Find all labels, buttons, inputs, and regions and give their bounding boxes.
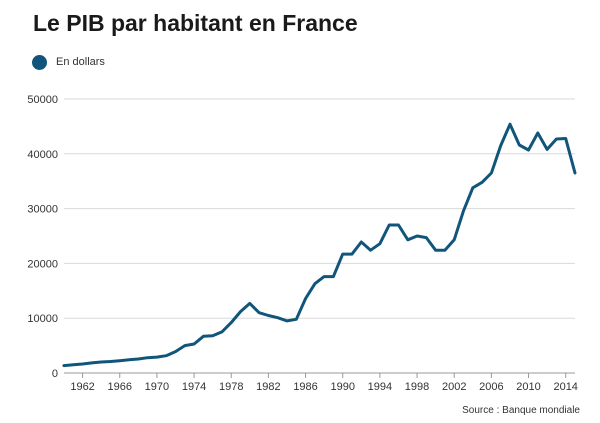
x-tick-label-1986: 1986 (293, 381, 317, 393)
y-tick-label-10000: 10000 (27, 313, 58, 325)
x-tick-label-1982: 1982 (256, 381, 280, 393)
x-tick-label-1994: 1994 (368, 381, 392, 393)
series-line-0 (62, 122, 577, 368)
legend-marker (32, 54, 47, 70)
x-tick-label-1978: 1978 (219, 381, 243, 393)
gridlines (64, 98, 575, 319)
x-tick-label-1966: 1966 (108, 381, 132, 393)
x-tick-label-1974: 1974 (182, 381, 206, 393)
x-tick-label-1970: 1970 (145, 381, 169, 393)
x-tick-label-1998: 1998 (405, 381, 429, 393)
y-tick-label-30000: 30000 (27, 204, 58, 216)
x-tick-labels: 1962 1966 1970 1974 1978 1982 1986 1990 1994 1998… (70, 381, 578, 393)
source-note: Source : Banque mondiale (462, 405, 580, 416)
x-tick-label-2006: 2006 (479, 381, 503, 393)
x-tick-label-2010: 2010 (516, 381, 540, 393)
axes (64, 372, 575, 378)
y-tick-label-0: 0 (52, 368, 58, 380)
x-tick-label-2002: 2002 (442, 381, 466, 393)
series (62, 122, 577, 368)
x-tick-label-1990: 1990 (330, 381, 354, 393)
y-tick-labels: 0 10000 20000 30000 40000 50000 (27, 94, 58, 380)
chart-title: Le PIB par habitant en France (33, 10, 358, 36)
legend: En dollars (32, 53, 105, 71)
y-tick-label-40000: 40000 (27, 149, 58, 161)
x-tick-label-2014: 2014 (553, 381, 577, 393)
legend-label: En dollars (56, 56, 105, 68)
y-tick-label-20000: 20000 (27, 258, 58, 270)
y-tick-label-50000: 50000 (27, 94, 58, 106)
x-tick-label-1962: 1962 (70, 381, 94, 393)
